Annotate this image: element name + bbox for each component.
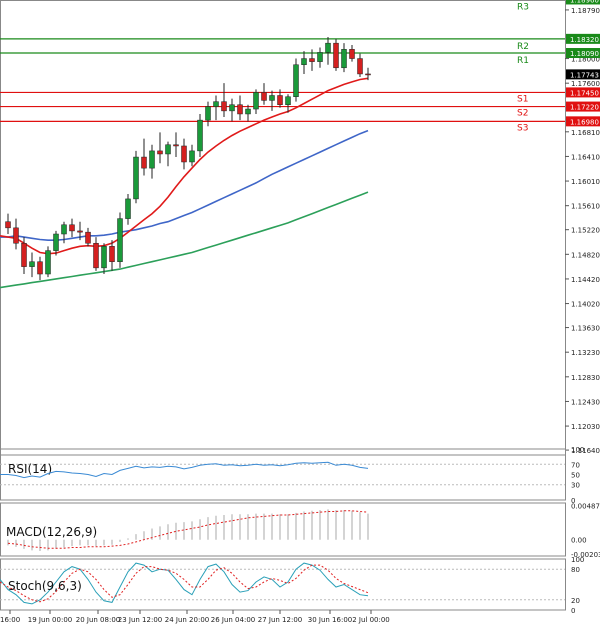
level-name-r3: R3: [517, 2, 529, 12]
x-tick-label: 19 Jun 00:00: [28, 616, 72, 624]
level-price-label-r1: 1.18090: [570, 50, 599, 58]
candle-bear: [366, 74, 371, 75]
candle-bear: [262, 92, 267, 100]
candle-bull: [46, 251, 51, 274]
candle-bear: [22, 243, 27, 266]
candle-bear: [158, 151, 163, 154]
macd-tick-label: 0.00487: [571, 502, 600, 510]
candle-bear: [78, 231, 83, 232]
candle-bull: [254, 92, 259, 109]
candle-bull: [126, 199, 131, 219]
stoch-tick-label: 0: [571, 607, 575, 615]
y-tick-label: 1.16810: [571, 129, 600, 137]
stoch-tick-label: 100: [571, 556, 584, 564]
candle-bear: [222, 102, 227, 111]
candle-bear: [182, 146, 187, 162]
candle-bull: [166, 145, 171, 154]
x-tick-label: 24 Jun 20:00: [165, 616, 209, 624]
rsi-tick-label: 30: [571, 482, 580, 490]
rsi-tick-label: 70: [571, 461, 580, 469]
y-tick-label: 1.18790: [571, 7, 600, 15]
level-price-label-s1: 1.17450: [570, 89, 599, 97]
candle-bull: [30, 262, 35, 267]
x-tick-label: 26 Jun 04:00: [211, 616, 255, 624]
y-tick-label: 1.16410: [571, 153, 600, 161]
level-price-label-s3: 1.16980: [570, 118, 599, 126]
y-tick-label: 1.14420: [571, 276, 600, 284]
candle-bull: [206, 107, 211, 121]
macd-tick-label: 0.00: [571, 537, 587, 545]
candle-bear: [278, 95, 283, 104]
candle-bear: [358, 59, 363, 74]
candle-bull: [286, 97, 291, 105]
candle-bull: [198, 120, 203, 151]
y-tick-label: 1.12830: [571, 374, 600, 382]
level-price-label-s2: 1.17220: [570, 104, 599, 112]
y-tick-label: 1.15220: [571, 227, 600, 235]
candle-bear: [334, 43, 339, 68]
x-tick-label: 30 Jun 16:00: [308, 616, 352, 624]
candle-bear: [310, 59, 315, 62]
candle-bull: [302, 59, 307, 65]
candle-bull: [230, 105, 235, 111]
candle-bull: [62, 225, 67, 234]
level-name-s1: S1: [517, 94, 528, 104]
macd-title: MACD(12,26,9): [6, 525, 97, 539]
y-tick-label: 1.17600: [571, 80, 600, 88]
x-tick-label: 20 Jun 08:00: [76, 616, 120, 624]
candle-bear: [86, 232, 91, 243]
x-tick-label: 16:00: [0, 616, 20, 624]
x-tick-label: 27 Jun 12:00: [258, 616, 302, 624]
candle-bear: [38, 262, 43, 274]
candle-bull: [190, 151, 195, 162]
candle-bear: [110, 246, 115, 261]
candle-bull: [134, 157, 139, 199]
y-tick-label: 1.12430: [571, 398, 600, 406]
rsi-title: RSI(14): [8, 462, 52, 476]
candle-bear: [14, 228, 19, 243]
x-tick-label: 2 Jul 00:00: [352, 616, 390, 624]
y-tick-label: 1.15610: [571, 203, 600, 211]
level-price-label-r2: 1.18320: [570, 36, 599, 44]
candle-bear: [70, 225, 75, 231]
candle-bull: [270, 95, 275, 100]
candle-bull: [118, 219, 123, 262]
y-tick-label: 1.14020: [571, 301, 600, 309]
level-name-r2: R2: [517, 42, 529, 52]
candle-bull: [326, 43, 331, 52]
stoch-tick-label: 20: [571, 597, 580, 605]
candle-bull: [150, 151, 155, 168]
rsi-tick-label: 50: [571, 472, 580, 480]
candle-bull: [246, 109, 251, 114]
candle-bull: [54, 234, 59, 251]
current-price-label: 1.17743: [570, 71, 599, 79]
candle-bear: [142, 157, 147, 168]
level-name-s3: S3: [517, 123, 528, 133]
x-tick-label: 23 Jun 12:00: [118, 616, 162, 624]
candle-bull: [294, 65, 299, 97]
candle-bull: [102, 246, 107, 268]
y-tick-label: 1.12030: [571, 423, 600, 431]
y-tick-label: 1.16010: [571, 178, 600, 186]
level-name-s2: S2: [517, 109, 528, 119]
candle-bull: [214, 102, 219, 107]
candle-bear: [238, 105, 243, 114]
stoch-tick-label: 80: [571, 566, 580, 574]
candle-bear: [94, 243, 99, 268]
y-tick-label: 1.13630: [571, 325, 600, 333]
candle-bear: [350, 49, 355, 58]
y-tick-label: 1.14820: [571, 251, 600, 259]
candle-bull: [342, 49, 347, 67]
stoch-title: Stoch(9,6,3): [8, 579, 82, 593]
y-tick-label: 1.13230: [571, 349, 600, 357]
candle-bull: [318, 52, 323, 61]
level-price-label-r3: 1.18960: [570, 0, 599, 4]
level-name-r1: R1: [517, 56, 529, 66]
candle-bear: [174, 145, 179, 146]
rsi-tick-label: 100: [571, 446, 584, 454]
candle-bear: [6, 222, 11, 228]
